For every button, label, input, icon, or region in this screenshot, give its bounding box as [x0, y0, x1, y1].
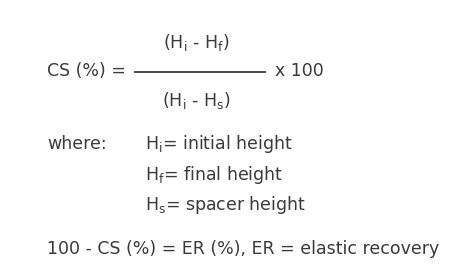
Text: 100 - CS (%) = ER (%), ER = elastic recovery: 100 - CS (%) = ER (%), ER = elastic reco… — [47, 240, 440, 258]
Text: CS (%) =: CS (%) = — [47, 62, 126, 81]
Text: (H$_\mathregular{i}$ - H$_\mathregular{f}$): (H$_\mathregular{i}$ - H$_\mathregular{f… — [164, 32, 230, 53]
Text: (H$_\mathregular{i}$ - H$_\mathregular{s}$): (H$_\mathregular{i}$ - H$_\mathregular{s… — [163, 90, 231, 111]
Text: H$_\mathregular{f}$= final height: H$_\mathregular{f}$= final height — [145, 164, 283, 186]
Text: x 100: x 100 — [275, 62, 324, 81]
Text: where:: where: — [47, 135, 107, 153]
Text: H$_\mathregular{i}$= initial height: H$_\mathregular{i}$= initial height — [145, 133, 292, 155]
Text: H$_\mathregular{s}$= spacer height: H$_\mathregular{s}$= spacer height — [145, 194, 305, 216]
